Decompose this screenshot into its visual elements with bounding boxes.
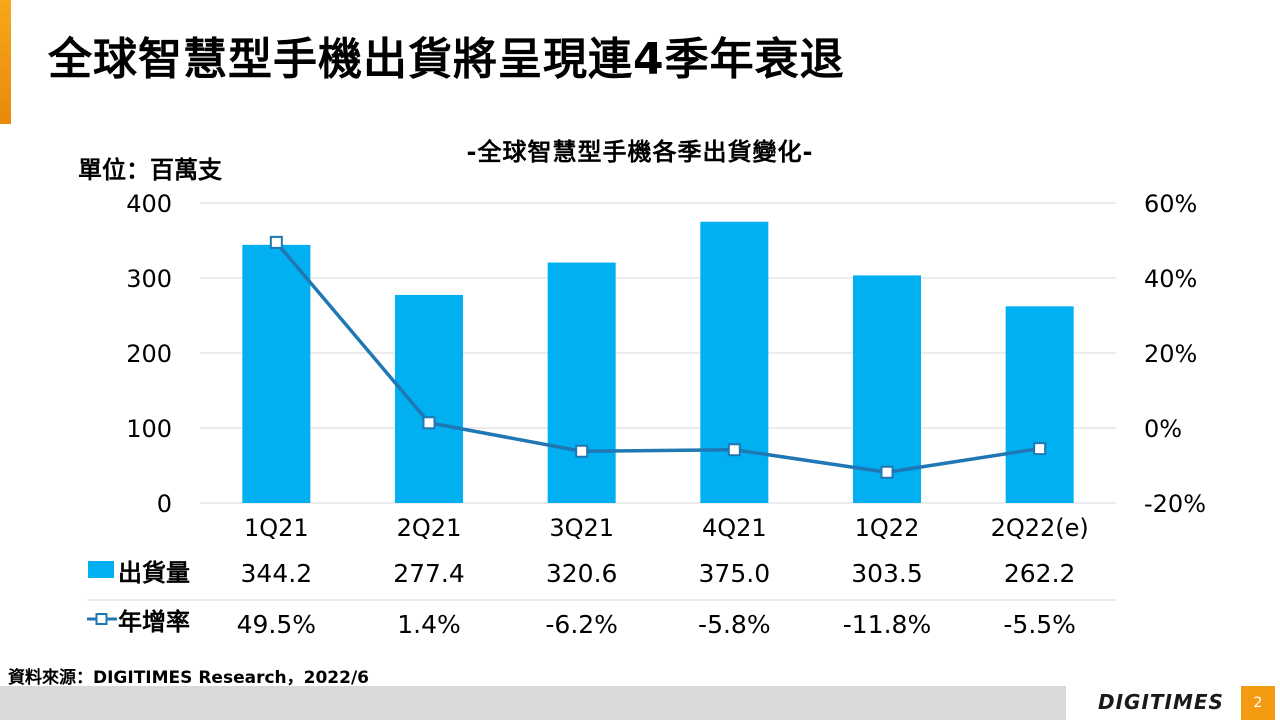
table-cell-growth: 49.5% [237,610,316,639]
title-accent-bar [0,0,11,124]
right-axis-tick: 20% [1144,340,1197,368]
bar-3q21 [547,262,616,503]
category-label: 1Q22 [855,514,920,542]
growth-marker-4q21 [727,443,741,457]
legend-line-marker [95,613,108,625]
right-axis-tick: -20% [1144,490,1206,518]
growth-marker-3q21 [575,444,589,458]
left-axis-tick: 0 [157,490,172,518]
category-label: 1Q21 [244,514,309,542]
legend-bar-swatch [88,561,114,578]
growth-marker-1q22 [880,465,894,479]
page-number: 2 [1241,686,1275,720]
growth-marker-2q21 [422,416,436,430]
category-label: 2Q22(e) [991,514,1089,542]
right-axis-tick: 60% [1144,190,1197,218]
right-axis-tick: 40% [1144,265,1197,293]
right-axis-tick: 0% [1144,415,1182,443]
category-labels: 1Q21 2Q21 3Q21 4Q21 1Q22 2Q22(e) [244,514,1089,542]
digitimes-logo: DIGITIMES [1098,690,1224,714]
left-y-axis: 0 100 200 300 400 [126,190,172,518]
table-cell-growth: -5.8% [698,610,771,639]
gridlines [200,202,1116,504]
legend-shipment-label: 出貨量 [118,559,190,587]
table-cell-growth: -11.8% [843,610,931,639]
bar-4q21 [700,221,769,503]
slide-title: 全球智慧型手機出貨將呈現連4季年衰退 [48,34,845,85]
left-axis-tick: 200 [126,340,172,368]
table-cell-shipment: 303.5 [851,559,923,588]
category-label: 4Q21 [702,514,767,542]
bar-1q21 [242,244,311,503]
table-cell-growth: -6.2% [545,610,618,639]
category-label: 3Q21 [549,514,614,542]
table-cell-growth: -5.5% [1003,610,1076,639]
shipment-bars [242,221,1074,503]
table-cell-shipment: 344.2 [241,559,313,588]
left-axis-tick: 400 [126,190,172,218]
chart-title: -全球智慧型手機各季出貨變化- [466,138,814,166]
category-label: 2Q21 [397,514,462,542]
growth-marker-1q21 [269,235,283,249]
table-cell-shipment: 375.0 [699,559,771,588]
table-cell-shipment: 262.2 [1004,559,1076,588]
growth-marker-2q22e [1033,442,1047,456]
table-cell-growth: 1.4% [397,610,461,639]
footer-bar [0,686,1066,720]
source-note: 資料來源：DIGITIMES Research，2022/6 [8,668,369,688]
right-y-axis: -20% 0% 20% 40% 60% [1144,190,1206,518]
bar-1q22 [853,275,921,503]
table-cell-shipment: 320.6 [546,559,618,588]
bar-2q21 [395,294,463,503]
left-axis-tick: 100 [126,415,172,443]
table-cell-shipment: 277.4 [393,559,465,588]
left-axis-tick: 300 [126,265,172,293]
bar-2q22e [1005,306,1074,503]
unit-label: 單位：百萬支 [78,156,222,184]
legend-growth-label: 年增率 [118,608,190,636]
growth-rate-line [269,235,1047,479]
growth-rate-polyline [274,241,1040,474]
